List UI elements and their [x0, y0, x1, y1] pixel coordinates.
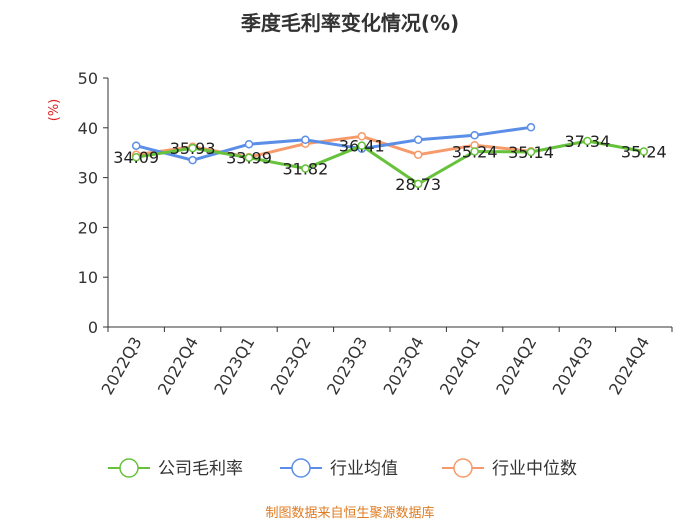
- data-label: 36.41: [339, 137, 385, 156]
- legend-marker: [291, 458, 311, 478]
- data-point: [526, 123, 536, 132]
- data-point: [244, 153, 254, 162]
- legend: 公司毛利率 行业均值 行业中位数: [108, 458, 577, 479]
- y-tick-label: 50: [78, 69, 98, 88]
- x-tick-label: 2022Q4: [154, 334, 202, 398]
- data-label: 35.24: [621, 143, 667, 162]
- data-label: 35.93: [170, 139, 216, 158]
- legend-label: 行业均值: [330, 459, 398, 479]
- legend-marker: [119, 458, 139, 478]
- x-tick-label: 2024Q1: [436, 333, 484, 397]
- data-labels: 34.09 35.93 33.99 31.82 36.41 28.73 35.24 35.14…: [113, 132, 666, 194]
- legend-marker: [453, 458, 473, 478]
- data-label: 33.99: [226, 149, 272, 168]
- data-point: [583, 136, 592, 146]
- x-tick-label: 2023Q1: [210, 334, 258, 398]
- data-label: 37.34: [564, 132, 610, 151]
- y-tick-label: 0: [88, 318, 98, 337]
- x-tick-label: 2023Q3: [323, 334, 371, 398]
- y-tick-label: 30: [78, 169, 98, 188]
- data-point: [357, 132, 367, 141]
- data-point: [357, 141, 367, 150]
- data-label: 28.73: [395, 175, 441, 194]
- data-point: [470, 131, 479, 140]
- data-point: [131, 141, 141, 150]
- data-point: [301, 164, 310, 173]
- data-label: 34.09: [113, 148, 159, 167]
- data-label: 31.82: [282, 160, 328, 179]
- data-point: [413, 135, 423, 145]
- data-point: [413, 150, 423, 159]
- data-point: [188, 155, 197, 165]
- source-note: 制图数据来自恒生聚源数据库: [265, 505, 434, 521]
- x-tick-label: 2023Q4: [379, 334, 427, 398]
- data-label: 35.14: [508, 143, 554, 162]
- data-point: [470, 147, 479, 156]
- y-tick-label: 40: [78, 119, 98, 138]
- data-point: [639, 147, 649, 156]
- axes: [107, 78, 672, 328]
- chart-title: 季度毛利率变化情况(%): [240, 11, 459, 35]
- y-axis-label: (%): [47, 99, 62, 122]
- data-point: [244, 139, 254, 149]
- series-line-0: [135, 139, 645, 186]
- x-tick-label: 2023Q2: [267, 334, 315, 398]
- x-tick-label: 2024Q4: [605, 334, 653, 398]
- data-label: 35.24: [452, 143, 498, 162]
- x-tick-label: 2024Q2: [492, 334, 540, 398]
- x-ticks: 2022Q3 2022Q4 2023Q1 2023Q2 2023Q3 2023Q4 2024…: [97, 327, 673, 398]
- y-ticks: 0 10 20 30 40 50: [78, 69, 108, 337]
- data-point: [188, 143, 197, 153]
- x-tick-label: 2022Q3: [97, 334, 145, 398]
- y-tick-label: 10: [78, 268, 98, 287]
- x-tick-label: 2024Q3: [549, 334, 597, 398]
- legend-label: 行业中位数: [492, 459, 577, 479]
- y-tick-label: 20: [78, 218, 98, 237]
- legend-label: 公司毛利率: [158, 459, 243, 479]
- series-group: [131, 123, 649, 189]
- data-point: [526, 147, 536, 157]
- data-point: [413, 179, 423, 189]
- data-point: [301, 135, 310, 145]
- data-point: [131, 152, 141, 162]
- series-line-1: [135, 125, 532, 162]
